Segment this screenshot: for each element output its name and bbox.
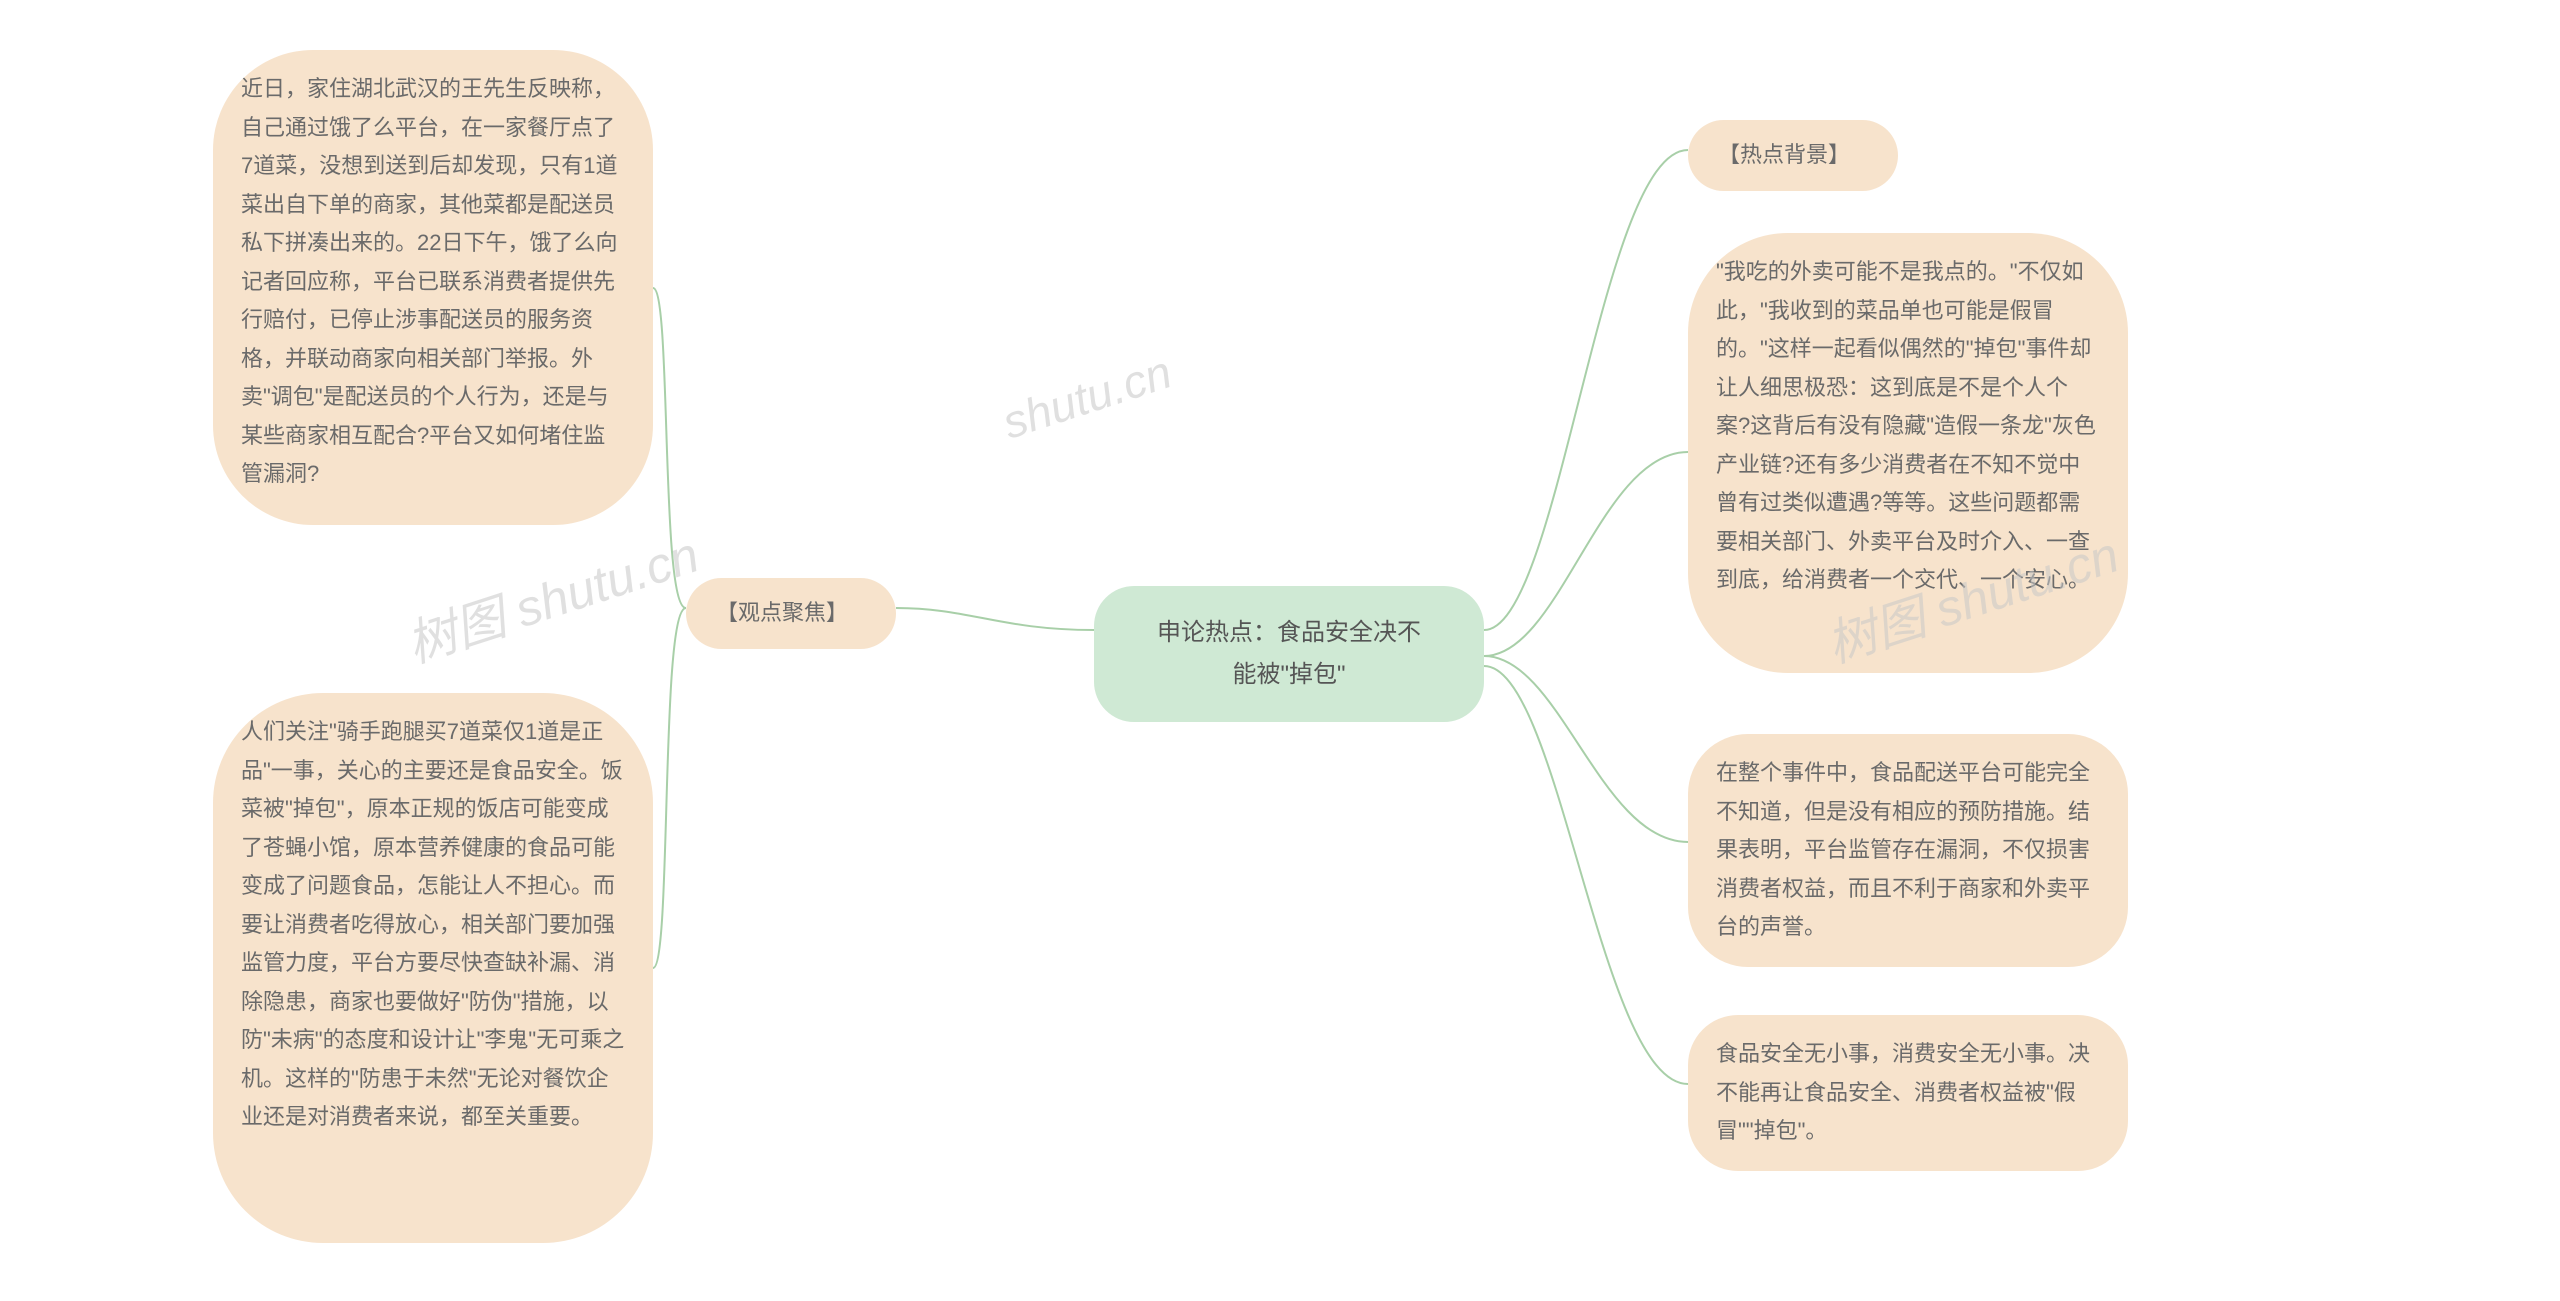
label-viewpoint: 【观点聚焦】: [686, 578, 896, 649]
content-right2: 在整个事件中，食品配送平台可能完全不知道，但是没有相应的预防措施。结果表明，平台…: [1688, 734, 2128, 967]
content-topleft: 近日，家住湖北武汉的王先生反映称，自己通过饿了么平台，在一家餐厅点了7道菜，没想…: [213, 50, 653, 525]
watermark-1: 树图 shutu.cn: [396, 515, 706, 677]
content-right3: 食品安全无小事，消费安全无小事。决不能再让食品安全、消费者权益被"假冒""掉包"…: [1688, 1015, 2128, 1171]
label-hotspot: 【热点背景】: [1688, 120, 1898, 191]
content-bottomleft: 人们关注"骑手跑腿买7道菜仅1道是正品"一事，关心的主要还是食品安全。饭菜被"掉…: [213, 693, 653, 1243]
watermark-3: shutu.cn: [996, 344, 1178, 449]
center-node: 申论热点：食品安全决不能被"掉包": [1094, 586, 1484, 722]
content-right1: "我吃的外卖可能不是我点的。"不仅如此，"我收到的菜品单也可能是假冒的。"这样一…: [1688, 233, 2128, 673]
